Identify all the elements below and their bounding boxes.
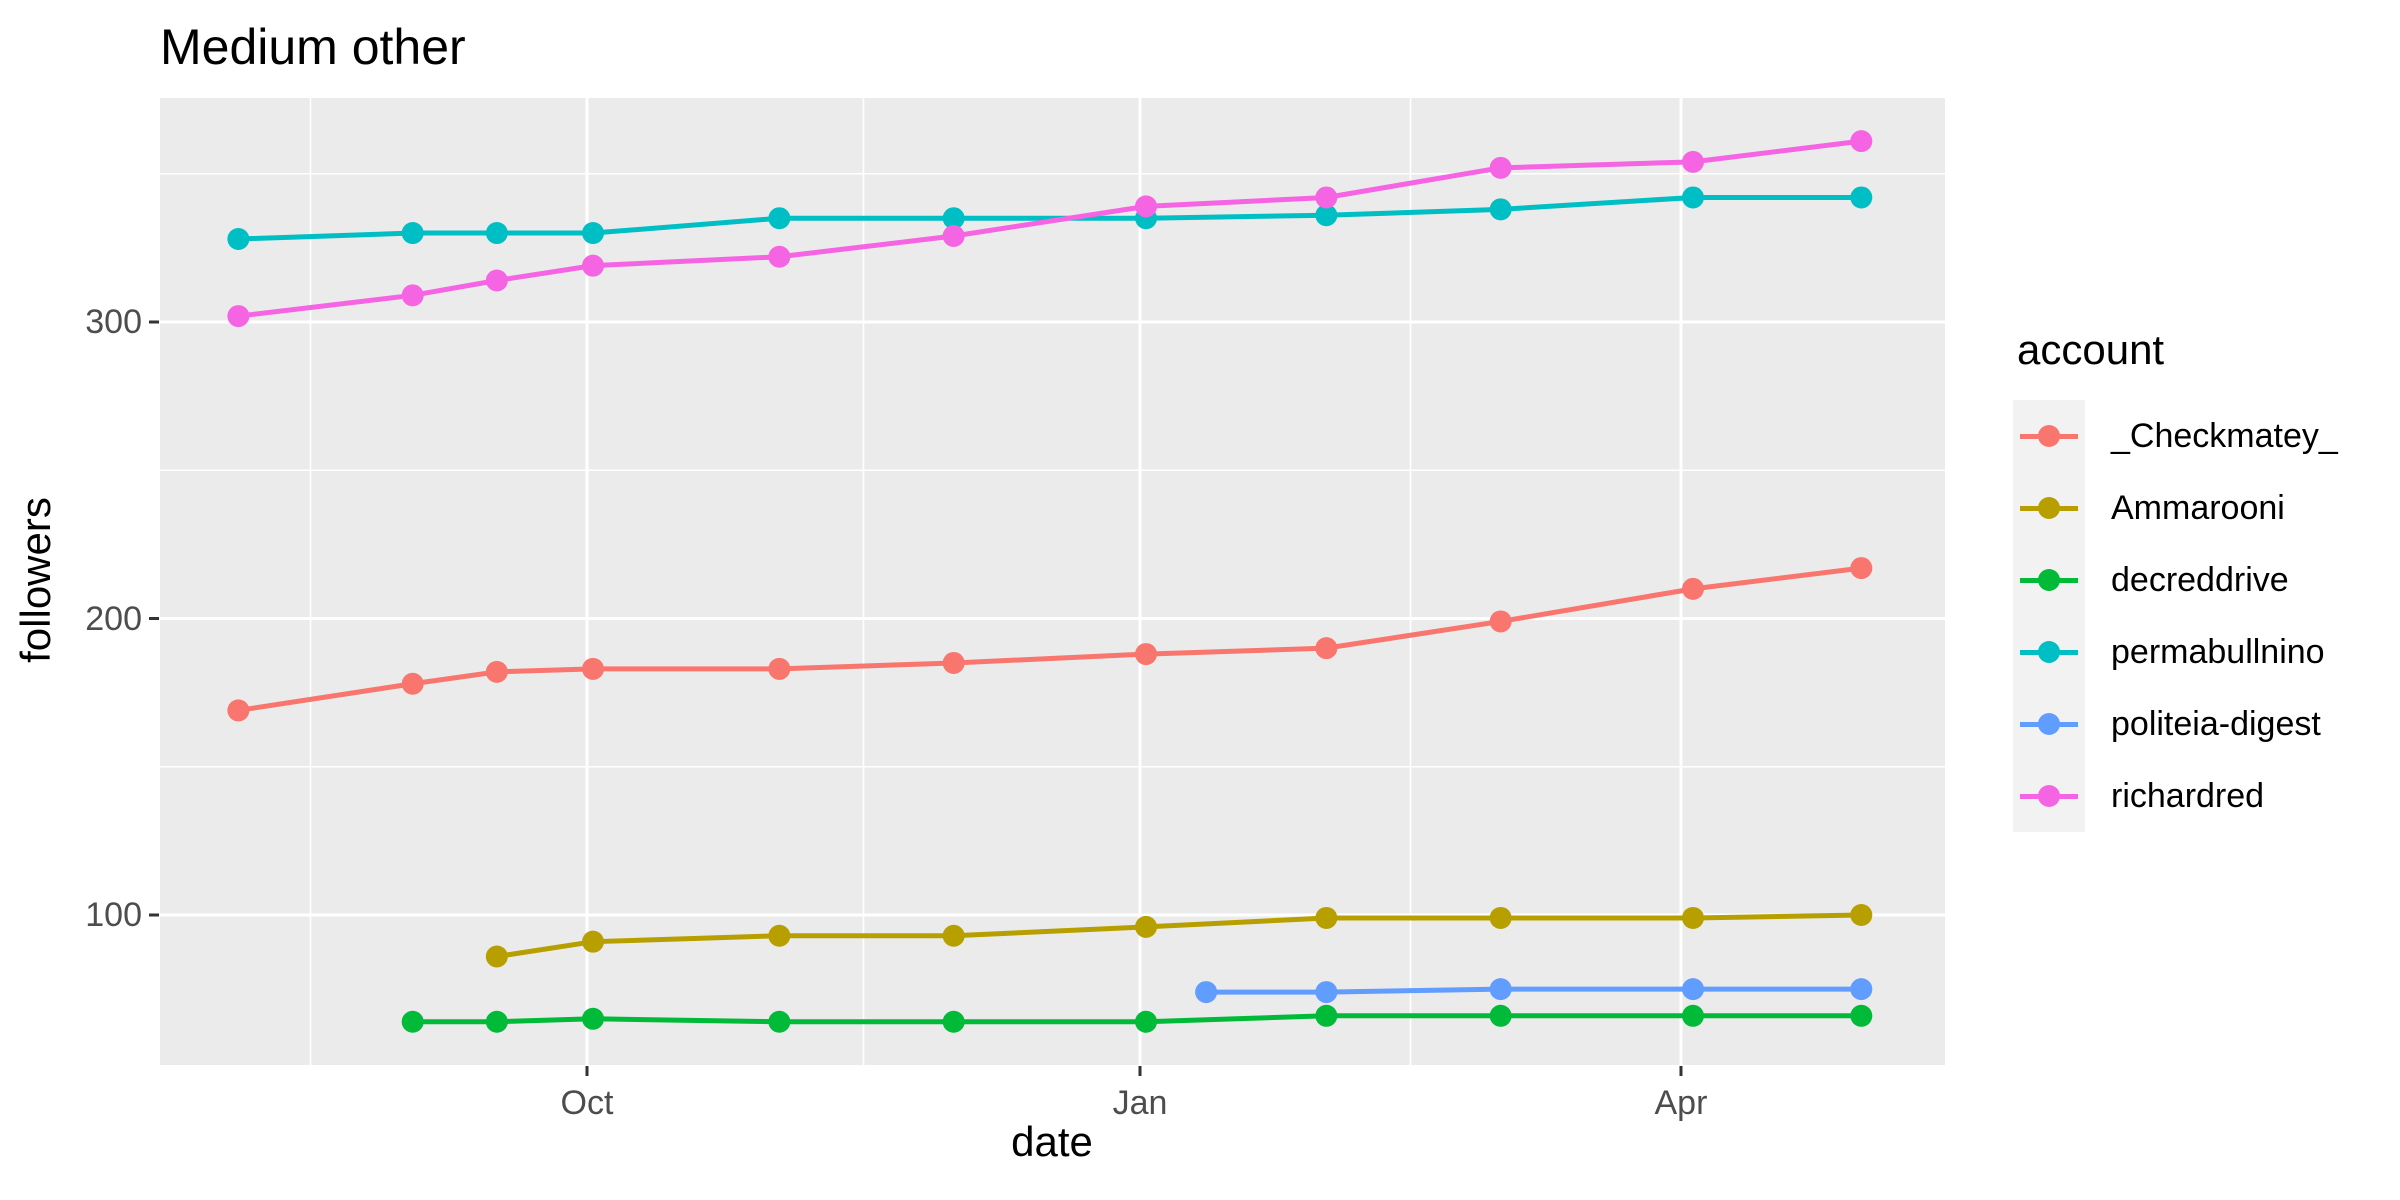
series-point-permabullnino (582, 222, 605, 245)
series-point-Ammarooni (485, 945, 508, 968)
series-point-richardred (1489, 156, 1512, 179)
legend-label: richardred (2111, 776, 2265, 815)
series-point-decreddrive (485, 1010, 508, 1033)
chart-title: Medium other (160, 19, 466, 75)
series-point-_Checkmatey_ (1315, 637, 1338, 660)
series-point-decreddrive (1135, 1010, 1158, 1033)
series-point-richardred (401, 284, 424, 307)
series-point-richardred (582, 254, 605, 277)
series-point-permabullnino (1489, 198, 1512, 221)
series-point-politeia-digest (1682, 978, 1705, 1001)
legend-key-icon (2013, 472, 2085, 544)
legend-key-dot (2038, 425, 2060, 447)
y-tick-label: 100 (85, 896, 142, 934)
series-point-richardred (768, 245, 791, 268)
series-point-decreddrive (1315, 1004, 1338, 1027)
legend-row-_Checkmatey_: _Checkmatey_ (2013, 400, 2338, 472)
series-line-decreddrive (412, 1013, 1862, 1025)
series-point-_Checkmatey_ (227, 699, 250, 722)
series-point-Ammarooni (1682, 906, 1705, 929)
x-axis-title: date (1011, 1118, 1093, 1165)
series-point-_Checkmatey_ (1489, 610, 1512, 633)
series-point-richardred (227, 305, 250, 328)
legend-label: decreddrive (2111, 560, 2289, 599)
legend-key-dot (2038, 641, 2060, 663)
series-point-politeia-digest (1315, 981, 1338, 1004)
series-point-decreddrive (1850, 1004, 1873, 1027)
legend-row-richardred: richardred (2013, 760, 2338, 832)
series-point-_Checkmatey_ (582, 657, 605, 680)
legend: account _Checkmatey_ Ammarooni decreddrive… (2013, 326, 2338, 832)
series-point-permabullnino (1850, 186, 1873, 209)
legend-key-dot (2038, 569, 2060, 591)
panel-background (160, 98, 1945, 1065)
legend-row-permabullnino: permabullnino (2013, 616, 2338, 688)
x-tick-label: Jan (1112, 1084, 1168, 1122)
series-point-Ammarooni (1135, 915, 1158, 938)
series-point-_Checkmatey_ (768, 657, 791, 680)
series-point-Ammarooni (942, 924, 965, 947)
series-point-permabullnino (1682, 186, 1705, 209)
y-tick-label: 200 (85, 599, 142, 638)
series-point-richardred (1135, 195, 1158, 218)
series-point-politeia-digest (1850, 978, 1873, 1001)
legend-entries: _Checkmatey_ Ammarooni decreddrive permabul… (2013, 400, 2338, 832)
series-point-_Checkmatey_ (401, 672, 424, 695)
series-point-Ammarooni (1315, 906, 1338, 929)
y-axis-title: followers (12, 497, 59, 663)
series-point-_Checkmatey_ (1135, 643, 1158, 666)
legend-key-icon (2013, 616, 2085, 688)
series-point-decreddrive (582, 1007, 605, 1030)
series-point-richardred (942, 225, 965, 248)
series-point-Ammarooni (582, 930, 605, 953)
series-point-Ammarooni (1850, 904, 1873, 926)
series-point-permabullnino (227, 227, 250, 250)
legend-key-dot (2038, 713, 2060, 735)
series-point-_Checkmatey_ (1682, 577, 1705, 600)
series-point-decreddrive (1489, 1004, 1512, 1027)
legend-row-Ammarooni: Ammarooni (2013, 472, 2338, 544)
series-point-richardred (1850, 130, 1873, 153)
x-tick-label: Oct (560, 1084, 614, 1122)
legend-key-dot (2038, 785, 2060, 807)
x-tick-label: Apr (1654, 1084, 1708, 1122)
legend-key-dot (2038, 497, 2060, 519)
series-point-permabullnino (768, 207, 791, 230)
legend-row-politeia-digest: politeia-digest (2013, 688, 2338, 760)
series-point-decreddrive (401, 1010, 424, 1033)
legend-title: account (2017, 326, 2165, 373)
series-point-permabullnino (485, 222, 508, 245)
series-point-decreddrive (768, 1010, 791, 1033)
legend-label: permabullnino (2111, 632, 2325, 671)
y-tick-label: 300 (85, 303, 142, 341)
series-point-_Checkmatey_ (942, 651, 965, 674)
series-point-richardred (485, 269, 508, 292)
legend-key-icon (2013, 760, 2085, 832)
series-point-Ammarooni (768, 924, 791, 947)
series-point-richardred (1315, 186, 1338, 209)
legend-label: Ammarooni (2111, 488, 2285, 527)
series-point-permabullnino (942, 207, 965, 230)
series-point-permabullnino (401, 222, 424, 245)
series-point-decreddrive (942, 1010, 965, 1033)
legend-label: _Checkmatey_ (2111, 416, 2338, 455)
series-point-politeia-digest (1195, 981, 1218, 1004)
series-point-politeia-digest (1489, 978, 1512, 1001)
legend-key-icon (2013, 400, 2085, 472)
legend-label: politeia-digest (2111, 704, 2321, 743)
series-point-richardred (1682, 150, 1705, 173)
series-point-_Checkmatey_ (485, 660, 508, 683)
legend-key-icon (2013, 688, 2085, 760)
series-point-permabullnino (1315, 204, 1338, 227)
legend-key-icon (2013, 544, 2085, 616)
legend-row-decreddrive: decreddrive (2013, 544, 2338, 616)
series-point-_Checkmatey_ (1850, 557, 1873, 580)
series-point-Ammarooni (1489, 906, 1512, 929)
series-point-decreddrive (1682, 1004, 1705, 1027)
